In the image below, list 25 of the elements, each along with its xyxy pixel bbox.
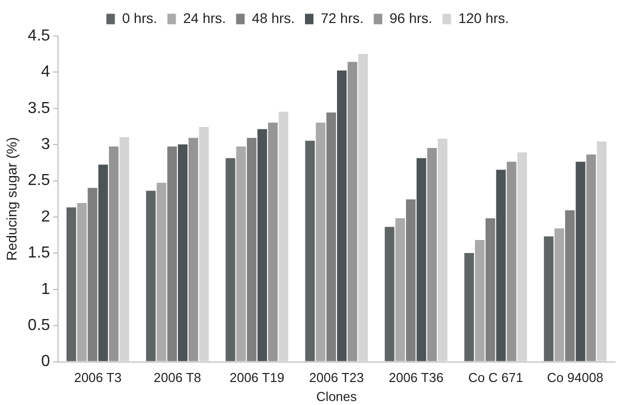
x-tick-label: 2006 T8 <box>154 370 202 386</box>
x-tick-label: 2006 T3 <box>74 370 122 386</box>
y-tick-label: 4.5 <box>28 27 50 44</box>
legend-label: 120 hrs. <box>458 10 509 26</box>
legend-label: 0 hrs. <box>122 10 158 26</box>
y-tick-label: 0.5 <box>28 317 50 334</box>
y-tick-label: 2.5 <box>28 172 50 190</box>
x-tick-label: 2006 T36 <box>388 370 444 386</box>
x-tick-label: 2006 T23 <box>309 370 364 386</box>
y-tick-label: 3.5 <box>28 100 50 117</box>
legend-label: 72 hrs. <box>320 10 364 26</box>
x-tick-label: Co C 671 <box>468 370 524 386</box>
y-tick-label: 2 <box>41 208 50 226</box>
y-axis-title: Reducing sugar (%) <box>3 137 20 261</box>
y-tick-label: 1 <box>41 280 50 298</box>
y-tick-label: 4 <box>41 64 50 81</box>
x-axis-title: Clones <box>316 388 358 404</box>
y-tick-label: 1.5 <box>28 244 50 262</box>
x-tick-label: Co 94008 <box>547 370 604 386</box>
x-tick-label: 2006 T19 <box>230 370 284 386</box>
legend-label: 96 hrs. <box>390 10 432 26</box>
legend-label: 48 hrs. <box>252 10 295 26</box>
y-tick-label: 0 <box>41 353 50 370</box>
y-tick-label: 3 <box>41 136 50 154</box>
legend-label: 24 hrs. <box>183 10 226 26</box>
